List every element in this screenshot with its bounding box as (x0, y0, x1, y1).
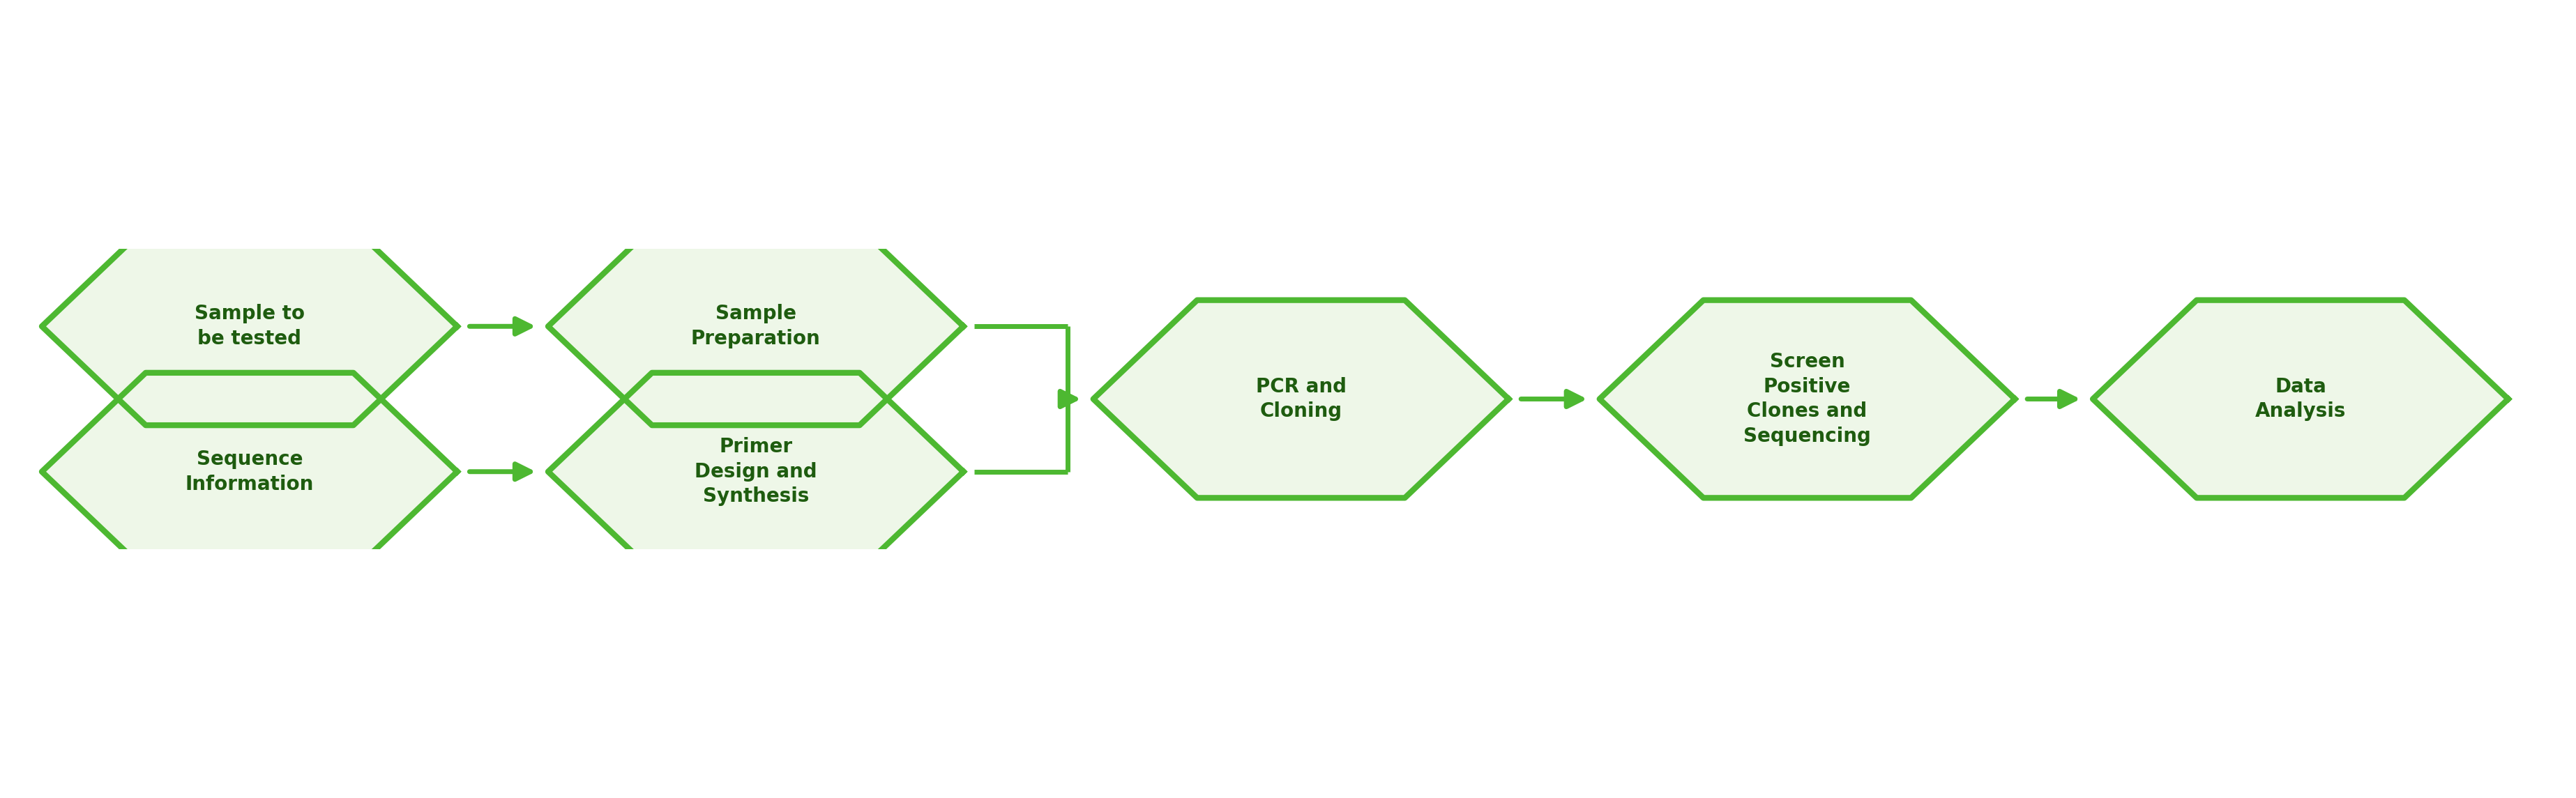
Text: Screen
Positive
Clones and
Sequencing: Screen Positive Clones and Sequencing (1744, 352, 1870, 446)
Text: Primer
Design and
Synthesis: Primer Design and Synthesis (696, 437, 817, 506)
Text: Sample to
be tested: Sample to be tested (193, 304, 304, 349)
Polygon shape (41, 373, 456, 571)
Polygon shape (1600, 300, 2014, 498)
Polygon shape (41, 227, 456, 425)
Text: Sequence
Information: Sequence Information (185, 449, 314, 494)
Polygon shape (2092, 300, 2509, 498)
Text: PCR and
Cloning: PCR and Cloning (1255, 377, 1347, 421)
Polygon shape (1092, 300, 1510, 498)
Text: Data
Analysis: Data Analysis (2254, 377, 2347, 421)
Polygon shape (549, 227, 963, 425)
Polygon shape (549, 373, 963, 571)
Text: Sample
Preparation: Sample Preparation (690, 304, 822, 349)
